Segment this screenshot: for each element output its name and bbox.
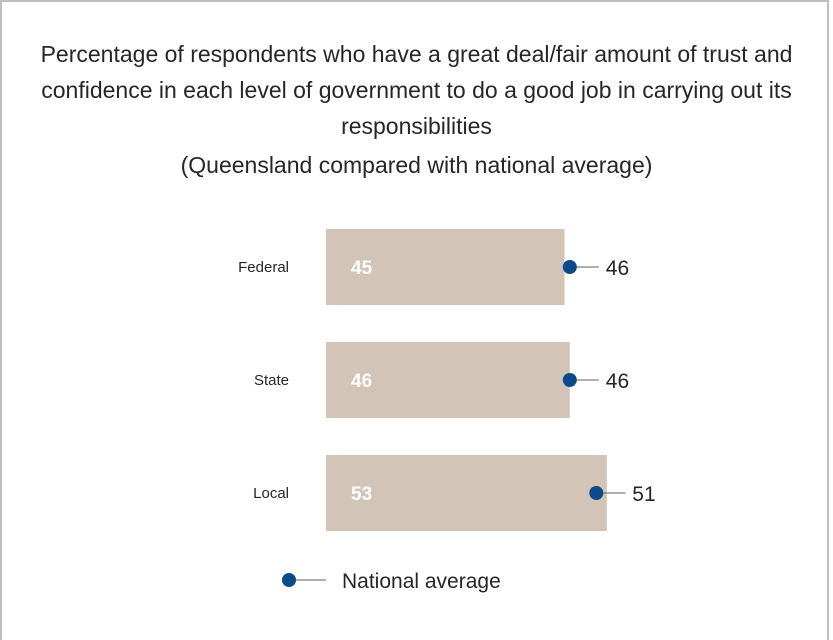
category-label: Federal [238, 259, 289, 276]
national-average-dot [589, 486, 604, 500]
national-average-label: 46 [606, 257, 629, 280]
chart-subtitle: (Queensland compared with national avera… [180, 152, 653, 178]
category-label: Local [253, 485, 289, 502]
national-average-dot [562, 373, 577, 387]
chart-title: Percentage of respondents who have a gre… [40, 41, 793, 139]
national-average-dot [562, 260, 577, 274]
bar-value-label: 45 [351, 258, 373, 279]
bar-value-label: 46 [351, 371, 372, 392]
legend-label: National average [342, 570, 501, 593]
bar-value-label: 53 [351, 484, 372, 505]
bar [326, 455, 607, 531]
national-average-label: 51 [632, 483, 655, 506]
chart-plot: Federal 45 46 State 46 46 Local 53 51 National av… [238, 229, 656, 593]
bar [326, 229, 565, 305]
legend-dot [282, 573, 296, 587]
bar [326, 342, 570, 418]
category-label: State [254, 372, 289, 389]
national-average-label: 46 [606, 370, 629, 393]
